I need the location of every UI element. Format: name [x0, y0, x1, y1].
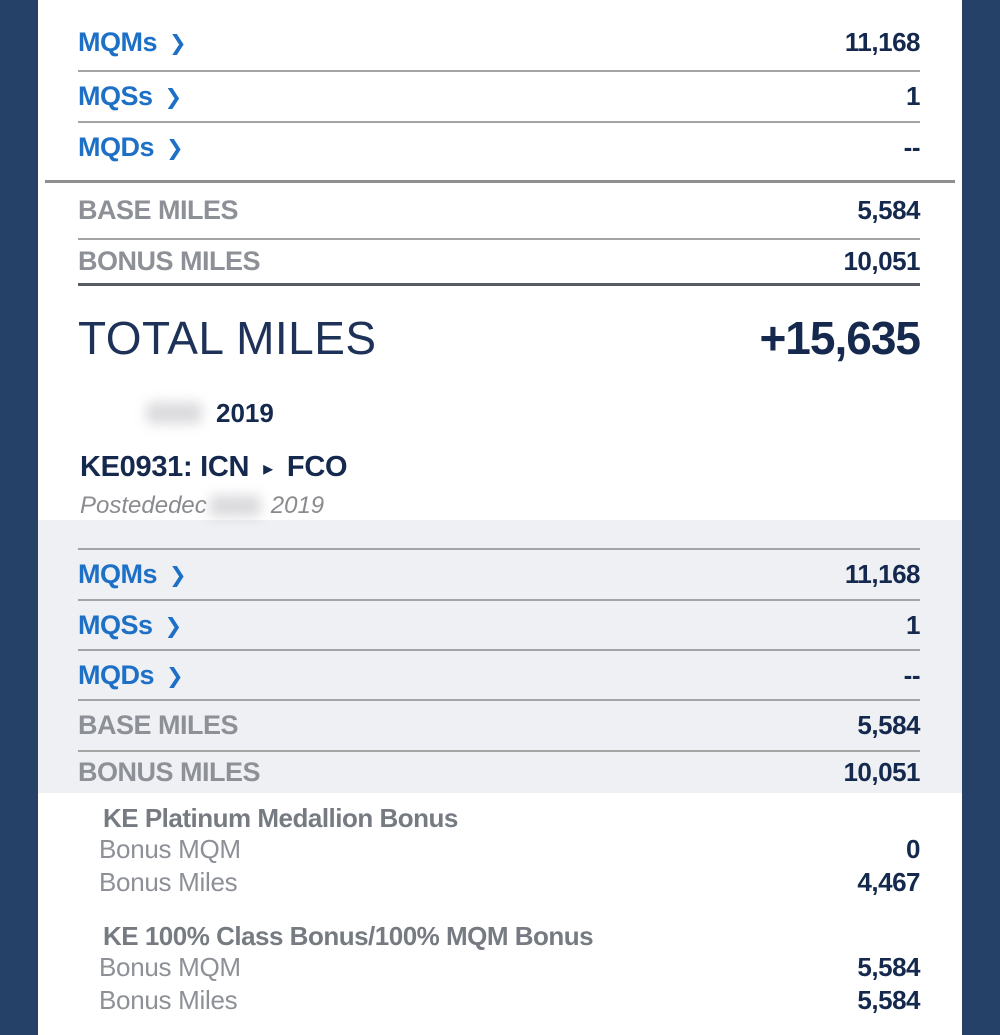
base-miles-row: BASE MILES 5,584	[38, 183, 962, 238]
bonus-miles-row: BONUS MILES 10,051	[38, 752, 962, 793]
base-miles-label: BASE MILES	[78, 195, 239, 225]
mqss-link-label: MQSs	[78, 81, 153, 111]
row-divider	[78, 548, 920, 550]
bonus-miles-label: Bonus Miles	[99, 867, 238, 897]
base-miles-value: 5,584	[857, 710, 920, 740]
mqds-link[interactable]: MQDs ❯	[78, 132, 184, 163]
route-arrow-icon: ▸	[263, 457, 273, 480]
mqds-link-label: MQDs	[78, 659, 155, 690]
mqss-value: 1	[906, 81, 920, 111]
mqm-row: MQMs ❯ 11,168	[38, 550, 962, 599]
bonus-miles-row: BONUS MILES 10,051	[38, 240, 962, 283]
mqss-link[interactable]: MQSs ❯	[78, 610, 182, 641]
mqds-link[interactable]: MQDs ❯	[78, 659, 184, 691]
bonus-mqm-label: Bonus MQM	[99, 834, 241, 864]
mqd-row: MQDs ❯ --	[38, 651, 962, 699]
mqms-link-label: MQMs	[78, 559, 158, 589]
bonus-miles-label: Bonus Miles	[99, 985, 238, 1015]
bonus-mqm-value: 5,584	[857, 952, 920, 982]
mqss-value: 1	[906, 609, 920, 640]
bonus-miles-value: 10,051	[843, 246, 920, 276]
activity-date-year: 2019	[216, 397, 274, 428]
bonus-miles-label: BONUS MILES	[78, 246, 261, 276]
bonus-block-class: KE 100% Class Bonus/100% MQM Bonus Bonus…	[38, 921, 962, 1017]
bonus-mqm-value: 0	[906, 834, 920, 864]
activity-detail-panel: MQMs ❯ 11,168 MQSs ❯ 1 MQDs ❯ --	[38, 520, 962, 793]
bonus-miles-value: 5,584	[857, 985, 920, 1015]
bonus-miles-row: Bonus Miles 4,467	[38, 866, 920, 899]
flight-number-origin: KE0931: ICN	[80, 450, 250, 483]
mqm-row: MQMs ❯ 11,168	[38, 14, 962, 70]
row-divider	[78, 599, 920, 601]
bonus-miles-value: 4,467	[857, 867, 920, 897]
row-divider	[78, 238, 920, 240]
mqd-row: MQDs ❯ --	[38, 123, 962, 172]
flight-destination: FCO	[286, 450, 348, 483]
chevron-right-icon: ❯	[169, 31, 187, 55]
chevron-right-icon: ❯	[166, 664, 184, 688]
mqms-link[interactable]: MQMs ❯	[78, 559, 187, 590]
chevron-right-icon: ❯	[164, 614, 183, 638]
flight-title: KE0931: ICN ▸ FCO	[80, 450, 920, 484]
redacted-posted-blur	[208, 495, 261, 517]
bonus-mqm-label: Bonus MQM	[99, 952, 241, 982]
base-miles-value: 5,584	[857, 195, 920, 225]
bonus-block-title: KE 100% Class Bonus/100% MQM Bonus	[103, 920, 594, 951]
posted-year: 2019	[270, 492, 325, 519]
chevron-right-icon: ❯	[164, 86, 183, 109]
chevron-right-icon: ❯	[169, 564, 187, 587]
mqds-value: --	[903, 132, 921, 162]
redacted-date-blur	[146, 402, 202, 424]
right-edge-bar	[962, 0, 1000, 1035]
total-miles-label: TOTAL MILES	[78, 312, 377, 364]
mqss-link[interactable]: MQSs ❯	[78, 81, 182, 112]
mqds-value: --	[903, 659, 921, 690]
bonus-block-title: KE Platinum Medallion Bonus	[103, 802, 458, 833]
activity-content: MQMs ❯ 11,168 MQSs ❯ 1 MQDs ❯ --	[38, 0, 962, 1035]
posted-prefix: Postededec	[80, 492, 207, 519]
row-divider	[78, 750, 920, 752]
posted-date: Postededec 2019	[80, 492, 920, 520]
top-mq-section: MQMs ❯ 11,168 MQSs ❯ 1 MQDs ❯ --	[38, 0, 962, 172]
bonus-mqm-row: Bonus MQM 5,584	[38, 951, 920, 984]
activity-date: 2019	[80, 398, 920, 428]
bonus-miles-label: BONUS MILES	[78, 757, 261, 787]
total-miles-row: TOTAL MILES +15,635	[38, 296, 962, 380]
chevron-right-icon: ❯	[166, 137, 184, 160]
mqms-link[interactable]: MQMs ❯	[78, 26, 187, 58]
row-divider	[78, 699, 920, 701]
base-miles-label: BASE MILES	[78, 710, 239, 740]
mqs-row: MQSs ❯ 1	[38, 601, 962, 649]
mqms-value: 11,168	[844, 26, 921, 57]
row-divider	[78, 649, 920, 651]
left-edge-bar	[0, 0, 38, 1035]
bonus-miles-value: 10,051	[843, 757, 920, 787]
mqms-value: 11,168	[844, 559, 921, 589]
strong-divider	[78, 283, 920, 286]
activity-header: 2019 KE0931: ICN ▸ FCO Postededec 2019	[38, 398, 962, 520]
mqs-row: MQSs ❯ 1	[38, 72, 962, 121]
total-miles-value: +15,635	[759, 312, 921, 364]
bonus-block-platinum: KE Platinum Medallion Bonus Bonus MQM 0 …	[38, 803, 962, 899]
row-divider	[78, 121, 920, 123]
bonus-mqm-row: Bonus MQM 0	[38, 833, 920, 866]
bonus-miles-row: Bonus Miles 5,584	[38, 984, 920, 1017]
mqds-link-label: MQDs	[78, 132, 155, 162]
mqms-link-label: MQMs	[78, 26, 158, 57]
base-miles-row: BASE MILES 5,584	[38, 701, 962, 750]
section-divider	[45, 180, 955, 183]
row-divider	[78, 70, 920, 72]
mqss-link-label: MQSs	[78, 609, 153, 640]
